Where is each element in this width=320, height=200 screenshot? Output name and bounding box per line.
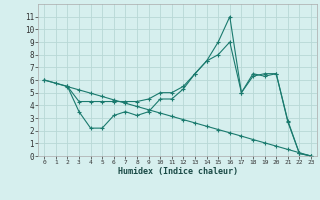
X-axis label: Humidex (Indice chaleur): Humidex (Indice chaleur) bbox=[118, 167, 238, 176]
